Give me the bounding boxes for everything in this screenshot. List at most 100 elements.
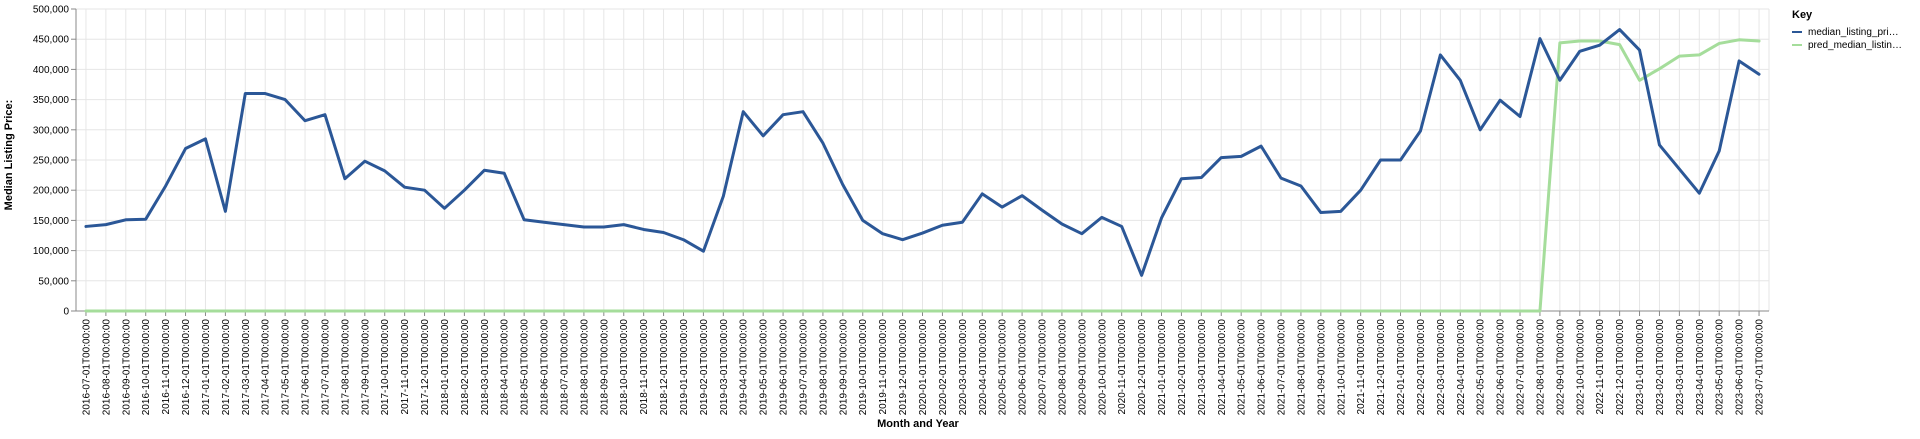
x-tick-label: 2019-02-01T00:00:00 — [699, 319, 710, 416]
x-tick-label: 2023-06-01T00:00:00 — [1735, 319, 1746, 416]
x-tick-label: 2022-01-01T00:00:00 — [1396, 319, 1407, 416]
y-tick-label: 0 — [63, 307, 69, 318]
axes: 0 50,000 100,000 150,000 200,000 250,000 300,0… — [33, 5, 1769, 416]
x-tick-label: 2017-10-01T00:00:00 — [380, 319, 391, 416]
x-tick-label: 2017-11-01T00:00:00 — [400, 319, 411, 415]
x-tick-label: 2019-03-01T00:00:00 — [719, 319, 730, 416]
x-tick-label: 2019-06-01T00:00:00 — [779, 319, 790, 416]
x-tick-label: 2016-12-01T00:00:00 — [181, 319, 192, 416]
x-tick-label: 2018-09-01T00:00:00 — [599, 319, 610, 416]
x-tick-label: 2022-03-01T00:00:00 — [1436, 319, 1447, 416]
x-tick-label: 2019-12-01T00:00:00 — [898, 319, 909, 416]
x-tick-label: 2018-12-01T00:00:00 — [659, 319, 670, 416]
x-tick-label: 2020-08-01T00:00:00 — [1057, 319, 1068, 416]
x-tick-label: 2021-04-01T00:00:00 — [1217, 319, 1228, 416]
x-tick-label: 2019-05-01T00:00:00 — [759, 319, 770, 416]
x-tick-label: 2020-05-01T00:00:00 — [998, 319, 1009, 416]
y-tick-label: 400,000 — [33, 65, 70, 76]
x-tick-label: 2018-04-01T00:00:00 — [500, 319, 511, 416]
x-tick-label: 2019-11-01T00:00:00 — [878, 319, 889, 415]
y-tick-label: 100,000 — [33, 246, 70, 257]
x-tick-label: 2021-11-01T00:00:00 — [1356, 319, 1367, 415]
x-tick-label: 2017-09-01T00:00:00 — [360, 319, 371, 416]
x-tick-label: 2017-01-01T00:00:00 — [201, 319, 212, 416]
x-tick-label: 2018-07-01T00:00:00 — [559, 319, 570, 416]
series-lines — [84, 28, 1761, 313]
x-tick-label: 2020-12-01T00:00:00 — [1137, 319, 1148, 416]
x-tick-label: 2022-07-01T00:00:00 — [1516, 319, 1527, 416]
y-tick-label: 250,000 — [33, 156, 70, 167]
x-tick-label: 2022-11-01T00:00:00 — [1595, 319, 1606, 415]
x-tick-label: 2023-02-01T00:00:00 — [1655, 319, 1666, 416]
legend: Key median_listing_pri… pred_median_list… — [1792, 9, 1902, 51]
y-tick-label: 350,000 — [33, 95, 70, 106]
x-tick-label: 2020-04-01T00:00:00 — [978, 319, 989, 416]
x-tick-label: 2020-09-01T00:00:00 — [1077, 319, 1088, 416]
legend-title: Key — [1792, 9, 1813, 21]
x-tick-label: 2017-05-01T00:00:00 — [281, 319, 292, 416]
x-tick-label: 2018-06-01T00:00:00 — [540, 319, 551, 416]
x-tick-label: 2020-10-01T00:00:00 — [1097, 319, 1108, 416]
y-tick-label: 300,000 — [33, 125, 70, 136]
x-tick-label: 2022-05-01T00:00:00 — [1476, 319, 1487, 416]
x-tick-label: 2022-04-01T00:00:00 — [1456, 319, 1467, 416]
x-tick-label: 2021-06-01T00:00:00 — [1257, 319, 1268, 416]
x-tick-label: 2022-09-01T00:00:00 — [1555, 319, 1566, 416]
x-tick-label: 2019-04-01T00:00:00 — [739, 319, 750, 416]
y-tick-label: 50,000 — [38, 276, 69, 287]
y-axis-title: Median Listing Price: — [3, 100, 15, 211]
x-tick-label: 2021-10-01T00:00:00 — [1336, 319, 1347, 416]
x-tick-label: 2017-02-01T00:00:00 — [221, 319, 232, 416]
x-tick-label: 2017-03-01T00:00:00 — [241, 319, 252, 416]
x-tick-label: 2022-02-01T00:00:00 — [1416, 319, 1427, 416]
x-tick-label: 2023-03-01T00:00:00 — [1675, 319, 1686, 416]
x-tick-label: 2021-02-01T00:00:00 — [1177, 319, 1188, 416]
x-tick-label: 2016-10-01T00:00:00 — [141, 319, 152, 416]
x-tick-label: 2021-01-01T00:00:00 — [1157, 319, 1168, 416]
x-tick-label: 2020-07-01T00:00:00 — [1038, 319, 1049, 416]
x-tick-label: 2020-02-01T00:00:00 — [938, 319, 949, 416]
x-tick-label: 2022-08-01T00:00:00 — [1535, 319, 1546, 416]
x-tick-label: 2019-09-01T00:00:00 — [838, 319, 849, 416]
x-tick-label: 2022-10-01T00:00:00 — [1575, 319, 1586, 416]
x-tick-label: 2023-07-01T00:00:00 — [1755, 319, 1766, 416]
x-tick-label: 2017-12-01T00:00:00 — [420, 319, 431, 416]
x-tick-label: 2020-01-01T00:00:00 — [918, 319, 929, 416]
x-tick-label: 2019-07-01T00:00:00 — [798, 319, 809, 416]
x-tick-label: 2016-09-01T00:00:00 — [121, 319, 132, 416]
x-tick-label: 2021-12-01T00:00:00 — [1376, 319, 1387, 416]
x-tick-label: 2020-06-01T00:00:00 — [1018, 319, 1029, 416]
series-line-median[interactable] — [84, 28, 1761, 277]
y-tick-label: 450,000 — [33, 35, 70, 46]
x-tick-label: 2022-12-01T00:00:00 — [1615, 319, 1626, 416]
x-tick-label: 2023-01-01T00:00:00 — [1635, 319, 1646, 416]
x-tick-label: 2017-04-01T00:00:00 — [261, 319, 272, 416]
x-tick-label: 2016-11-01T00:00:00 — [161, 319, 172, 415]
legend-label-pred[interactable]: pred_median_listin… — [1808, 40, 1902, 51]
x-tick-label: 2023-05-01T00:00:00 — [1715, 319, 1726, 416]
series-line-pred[interactable] — [84, 38, 1761, 313]
x-axis-title: Month and Year — [877, 418, 959, 430]
y-tick-label: 150,000 — [33, 216, 70, 227]
x-tick-label: 2019-01-01T00:00:00 — [679, 319, 690, 416]
x-tick-label: 2018-01-01T00:00:00 — [440, 319, 451, 416]
x-tick-label: 2018-08-01T00:00:00 — [579, 319, 590, 416]
legend-label-median[interactable]: median_listing_pri… — [1808, 27, 1899, 38]
x-tick-label: 2023-04-01T00:00:00 — [1695, 319, 1706, 416]
x-tick-label: 2020-03-01T00:00:00 — [958, 319, 969, 416]
x-tick-label: 2017-07-01T00:00:00 — [320, 319, 331, 416]
x-tick-label: 2018-02-01T00:00:00 — [460, 319, 471, 416]
x-tick-label: 2020-11-01T00:00:00 — [1117, 319, 1128, 415]
x-tick-label: 2016-07-01T00:00:00 — [81, 319, 92, 416]
x-tick-label: 2017-08-01T00:00:00 — [340, 319, 351, 416]
y-tick-label: 200,000 — [33, 186, 70, 197]
y-tick-label: 500,000 — [33, 5, 70, 16]
x-tick-label: 2019-08-01T00:00:00 — [818, 319, 829, 416]
x-tick-label: 2017-06-01T00:00:00 — [301, 319, 312, 416]
x-tick-label: 2022-06-01T00:00:00 — [1496, 319, 1507, 416]
x-tick-label: 2018-03-01T00:00:00 — [480, 319, 491, 416]
x-tick-label: 2018-10-01T00:00:00 — [619, 319, 630, 416]
x-tick-label: 2021-05-01T00:00:00 — [1237, 319, 1248, 416]
